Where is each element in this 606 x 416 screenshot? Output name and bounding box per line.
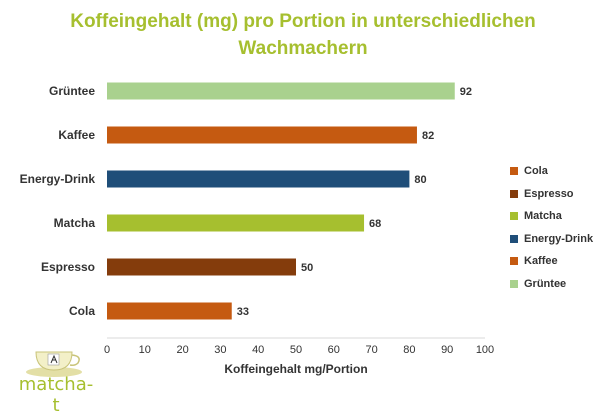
legend-item: Grüntee (510, 273, 593, 296)
data-label: 82 (422, 130, 434, 142)
x-axis-title: Koffeingehalt mg/Portion (224, 362, 367, 376)
legend-swatch (510, 257, 518, 266)
chart-title: Koffeingehalt (mg) pro Portion in unters… (0, 8, 606, 62)
legend-item: Matcha (510, 205, 593, 228)
legend-label: Grüntee (524, 277, 567, 290)
data-label: 68 (369, 218, 381, 230)
x-tick-label: 20 (176, 344, 188, 356)
data-label: 80 (414, 174, 426, 186)
bar-4 (107, 258, 296, 276)
legend-label: Espresso (524, 187, 574, 200)
chart-title-line-2: Wachmachern (238, 38, 368, 59)
bar-3 (107, 214, 365, 232)
x-tick-label: 100 (476, 344, 494, 356)
data-label: 50 (301, 262, 313, 274)
x-tick-label: 40 (252, 344, 264, 356)
category-label: Matcha (54, 216, 96, 230)
data-label: 33 (237, 306, 249, 318)
legend-swatch (510, 167, 518, 176)
legend-label: Cola (524, 165, 548, 178)
legend-swatch (510, 212, 518, 221)
logo-text: matcha-t (18, 374, 94, 416)
legend-label: Kaffee (524, 255, 558, 268)
legend-item: Espresso (510, 183, 593, 206)
x-tick-label: 30 (214, 344, 226, 356)
legend-swatch (510, 234, 518, 243)
bar-chart: 0 10 20 30 40 50 60 70 80 90 100 Koffeingehalt mg/P… (20, 82, 494, 376)
legend-label: Energy-Drink (524, 232, 594, 245)
legend-swatch (510, 279, 518, 288)
x-tick-label: 0 (104, 344, 110, 356)
x-tick-label: 80 (403, 344, 415, 356)
bar-1 (107, 126, 417, 144)
category-label: Kaffee (58, 128, 95, 142)
legend-swatch (510, 189, 518, 198)
category-label: Energy-Drink (20, 172, 96, 186)
bar-5 (107, 302, 232, 320)
bar-0 (107, 82, 455, 100)
legend-item: Energy-Drink (510, 228, 593, 251)
chart-legend: Cola Espresso Matcha Energy-Drink Kaffee Grün… (510, 160, 593, 295)
category-label: Cola (69, 304, 95, 318)
chart-title-line-1: Koffeingehalt (mg) pro Portion in unters… (70, 11, 536, 32)
x-tick-label: 50 (290, 344, 302, 356)
tea-cup-icon (26, 351, 82, 377)
bar-2 (107, 170, 410, 188)
x-tick-label: 60 (328, 344, 340, 356)
x-tick-label: 70 (365, 344, 377, 356)
category-label: Espresso (41, 260, 95, 274)
legend-item: Kaffee (510, 250, 593, 273)
category-label: Grüntee (49, 84, 95, 98)
data-label: 92 (460, 86, 472, 98)
x-tick-label: 10 (139, 344, 151, 356)
x-tick-label: 90 (441, 344, 453, 356)
logo: matcha-t (16, 340, 96, 416)
legend-label: Matcha (524, 210, 562, 223)
legend-item: Cola (510, 160, 593, 183)
